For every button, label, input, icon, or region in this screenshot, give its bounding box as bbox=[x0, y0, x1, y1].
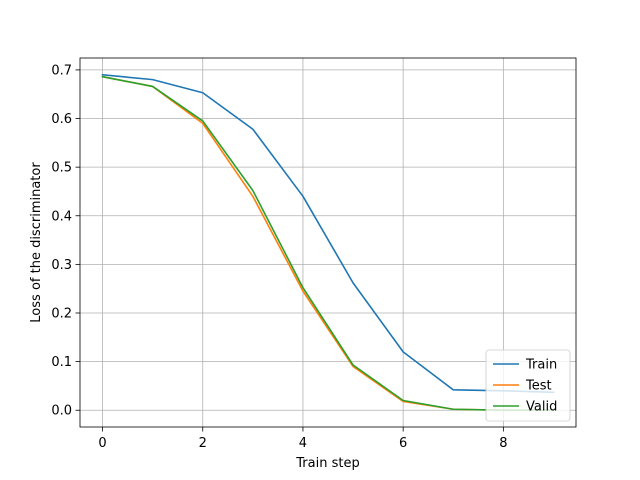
x-tick-label: 6 bbox=[399, 436, 407, 451]
x-tick-label: 4 bbox=[299, 436, 307, 451]
series-line-valid bbox=[101, 75, 555, 412]
x-tick-label: 0 bbox=[98, 436, 106, 451]
y-tick-label: 0.3 bbox=[51, 258, 72, 273]
x-tick-label: 8 bbox=[499, 436, 507, 451]
y-tick-label: 0.1 bbox=[51, 355, 72, 370]
x-tick-label: 2 bbox=[199, 436, 207, 451]
y-tick-label: 0.5 bbox=[51, 161, 72, 176]
legend-box bbox=[485, 349, 571, 422]
y-tick-label: 0.4 bbox=[51, 209, 72, 224]
y-tick-label: 0.2 bbox=[51, 306, 72, 321]
y-axis-ticks: 0.0 0.1 0.2 0.3 0.4 0.5 0.6 0.7 bbox=[51, 63, 80, 419]
x-axis-label: Train step bbox=[295, 456, 359, 471]
y-tick-label: 0.6 bbox=[51, 112, 72, 127]
legend-label: Test bbox=[525, 379, 552, 394]
x-axis-ticks: 0 2 4 6 8 bbox=[98, 427, 507, 451]
legend-label: Train bbox=[525, 358, 557, 373]
grid bbox=[80, 58, 576, 427]
series-line-train bbox=[101, 73, 555, 394]
y-tick-label: 0.7 bbox=[51, 63, 72, 78]
y-axis-label: Loss of the discriminator bbox=[29, 162, 44, 323]
series-lines bbox=[101, 73, 555, 412]
plot-frame bbox=[79, 57, 577, 428]
legend-label: Valid bbox=[526, 400, 557, 415]
y-tick-label: 0.0 bbox=[51, 404, 72, 419]
legend: Train Test Valid bbox=[485, 349, 571, 422]
